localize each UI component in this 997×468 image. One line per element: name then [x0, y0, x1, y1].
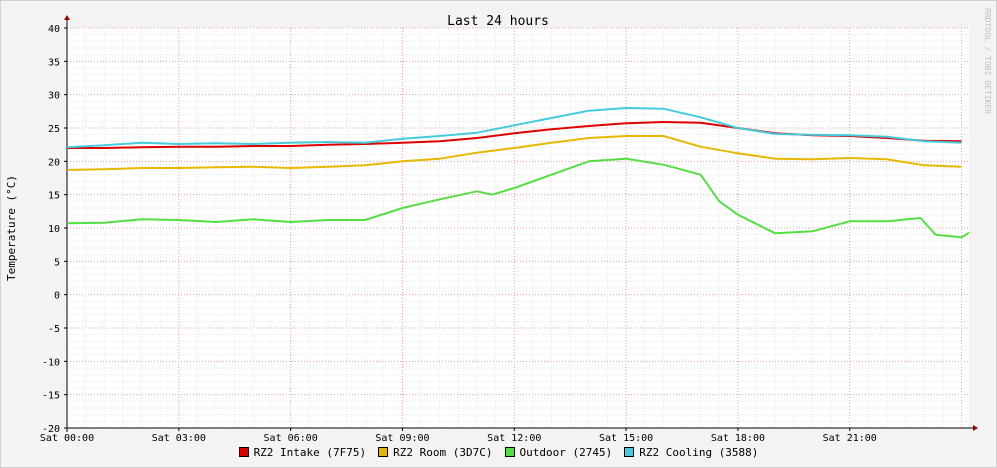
legend-item-3: Outdoor (2745)	[504, 446, 613, 459]
legend-swatch	[624, 447, 635, 457]
y-tick-label: 10	[48, 224, 60, 235]
grid	[66, 27, 969, 429]
y-axis-arrow	[64, 15, 70, 20]
legend-item-4: RZ2 Cooling (3588)	[624, 446, 758, 459]
series-line-2	[66, 135, 962, 171]
legend-swatch	[238, 447, 249, 457]
y-tick-label: -10	[42, 357, 60, 368]
y-tick-label: -15	[42, 391, 60, 402]
x-axis-arrow	[973, 425, 978, 431]
y-tick-label: 0	[54, 291, 60, 302]
chart-title: Last 24 hours	[447, 14, 549, 29]
y-tick-label: 5	[54, 257, 60, 268]
legend-swatch	[378, 447, 389, 457]
y-tick-labels: 40 35 30 25 20 15 10 5 0 -5 -10 -15 -20	[42, 24, 60, 435]
x-tick-label: Sat 18:00	[711, 433, 765, 444]
series-line-3	[66, 157, 970, 239]
y-tick-label: 20	[48, 157, 60, 168]
x-tick-label: Sat 03:00	[152, 433, 206, 444]
legend-label: Outdoor (2745)	[519, 446, 613, 459]
legend-swatch	[504, 447, 515, 457]
x-tick-label: Sat 12:00	[487, 433, 541, 444]
axes	[64, 15, 978, 432]
y-tick-label: 40	[48, 24, 60, 35]
x-tick-label: Sat 00:00	[40, 433, 94, 444]
legend-item-1: RZ2 Intake (7F75)	[238, 446, 367, 459]
y-tick-label: 35	[48, 57, 60, 68]
series-line-4	[66, 107, 962, 149]
x-tick-label: Sat 06:00	[264, 433, 318, 444]
x-tick-labels: Sat 00:00 Sat 03:00 Sat 06:00 Sat 09:00 Sat …	[40, 433, 877, 444]
y-tick-label: 25	[48, 124, 60, 135]
y-tick-label: 15	[48, 191, 60, 202]
watermark: RRDTOOL / TOBI OETIKER	[983, 8, 992, 114]
y-tick-label: -5	[48, 324, 60, 335]
legend: RZ2 Intake (7F75) RZ2 Room (3D7C) Outdoor …	[0, 446, 997, 459]
legend-label: RZ2 Room (3D7C)	[393, 446, 493, 459]
x-tick-label: Sat 21:00	[823, 433, 877, 444]
series-group	[66, 107, 970, 239]
y-axis-label: Temperature (°C)	[5, 175, 18, 281]
legend-label: RZ2 Intake (7F75)	[253, 446, 367, 459]
y-tick-label: 30	[48, 91, 60, 102]
legend-label: RZ2 Cooling (3588)	[639, 446, 759, 459]
legend-item-2: RZ2 Room (3D7C)	[378, 446, 493, 459]
x-tick-label: Sat 15:00	[599, 433, 653, 444]
x-tick-label: Sat 09:00	[375, 433, 429, 444]
y-tick-label: -20	[42, 424, 60, 435]
